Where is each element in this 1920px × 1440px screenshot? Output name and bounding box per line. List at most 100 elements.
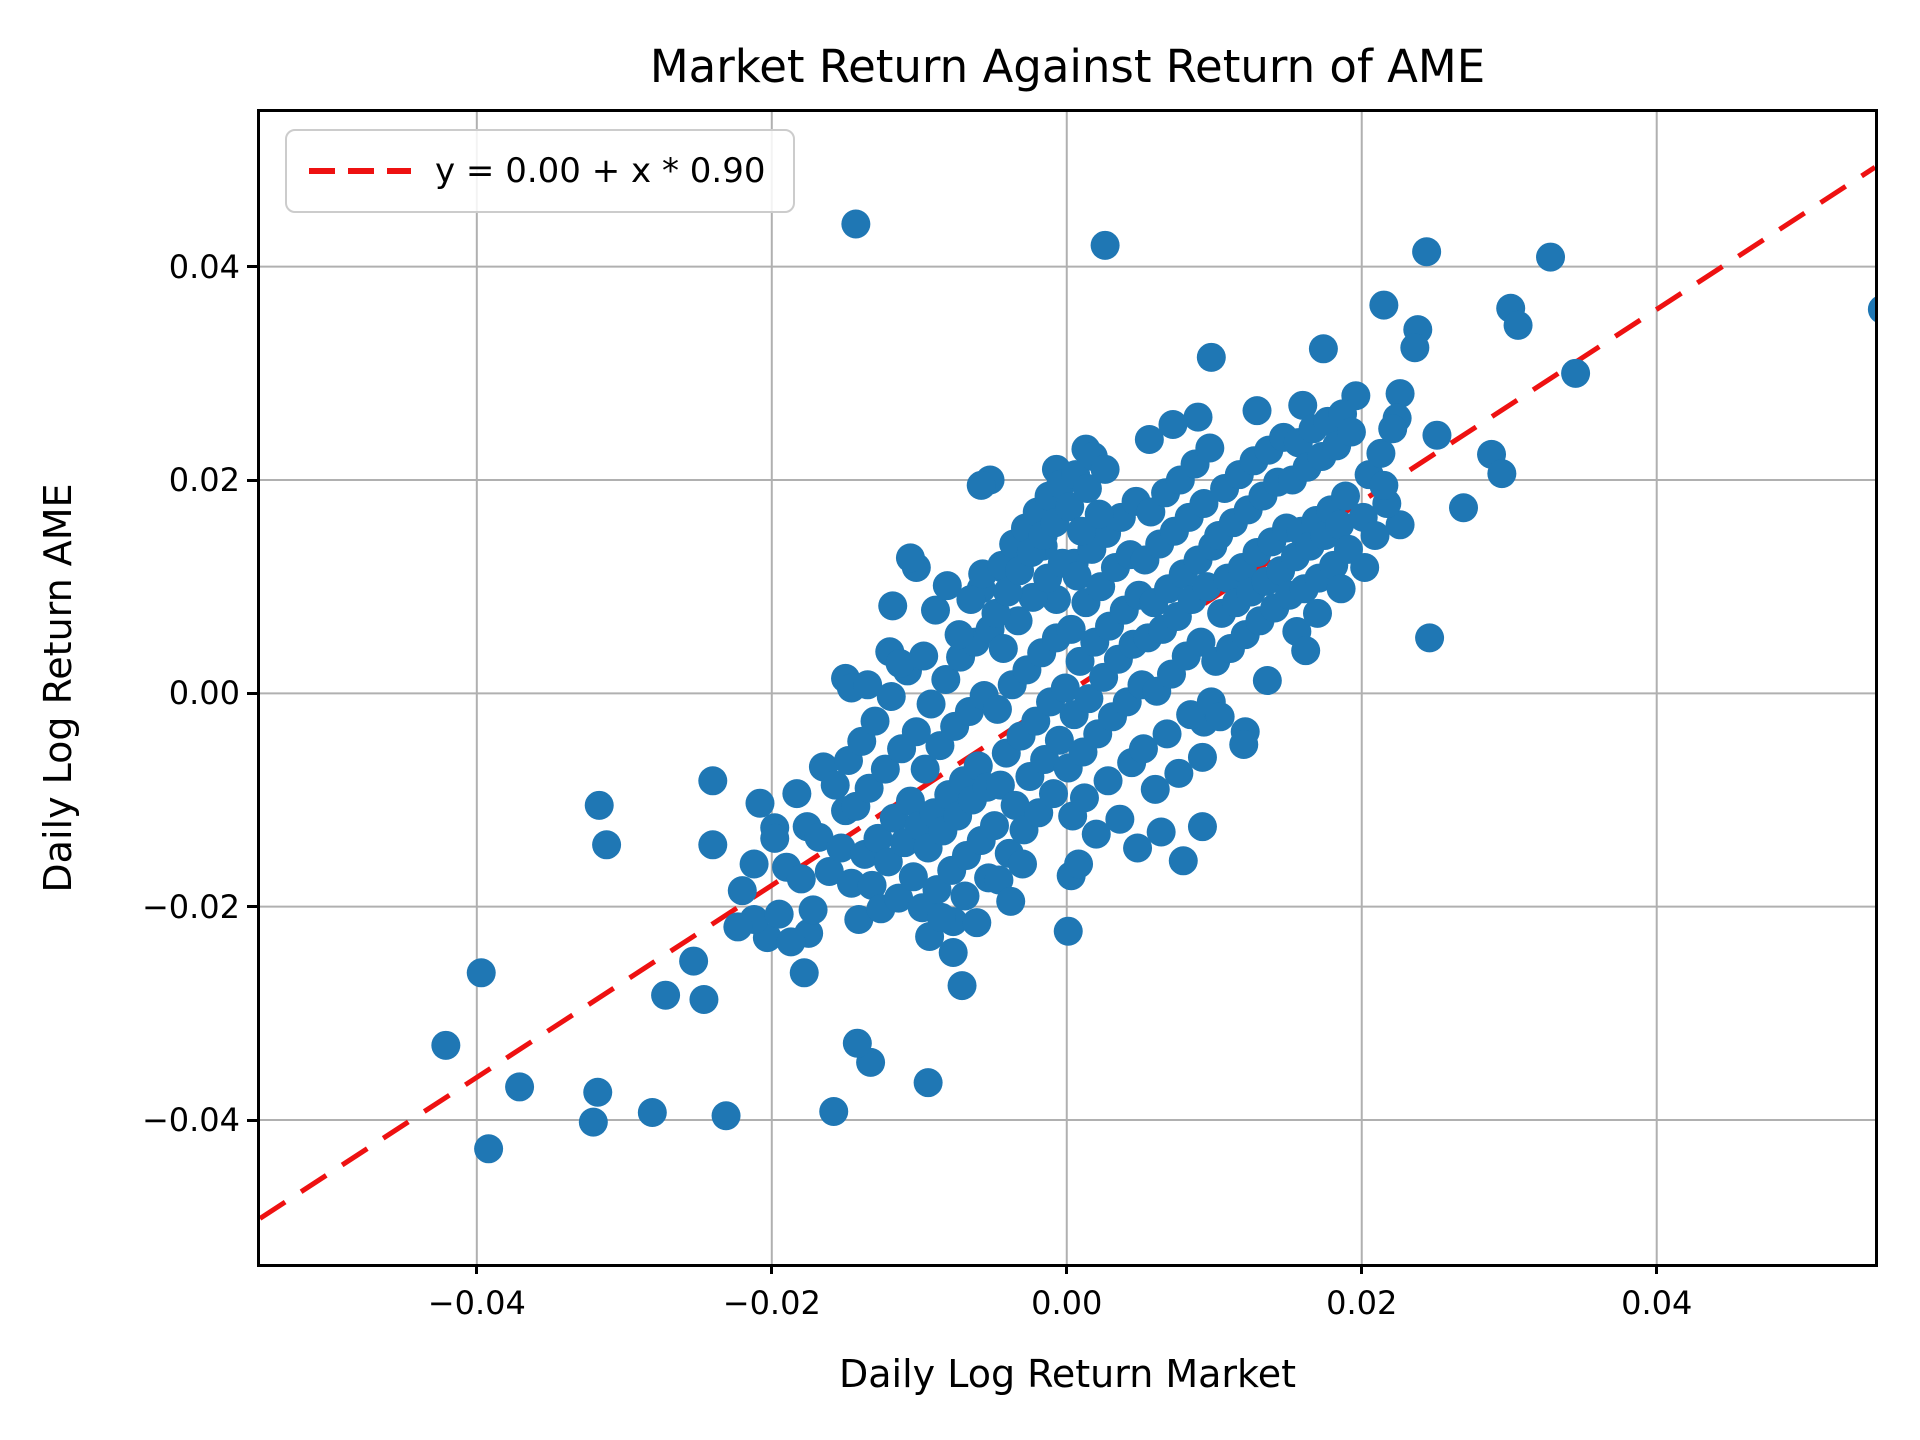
scatter-point <box>853 670 883 700</box>
scatter-point <box>1291 636 1321 666</box>
scatter-point <box>804 822 834 852</box>
scatter-point <box>1536 242 1566 272</box>
scatter-point <box>1331 481 1361 511</box>
scatter-point <box>857 870 887 900</box>
scatter-point <box>932 571 962 601</box>
scatter-point <box>982 694 1012 724</box>
scatter-point <box>782 779 812 809</box>
scatter-point <box>1183 402 1213 432</box>
y-tick-mark <box>247 478 257 482</box>
scatter-point <box>466 958 496 988</box>
scatter-point <box>962 908 992 938</box>
scatter-point <box>1081 819 1111 849</box>
y-tick-mark <box>247 265 257 269</box>
scatter-point <box>1195 433 1225 463</box>
scatter-point <box>1196 342 1226 372</box>
scatter-point <box>985 770 1015 800</box>
scatter-point <box>1050 673 1080 703</box>
y-tick-mark <box>247 905 257 909</box>
scatter-point <box>786 864 816 894</box>
chart-title: Market Return Against Return of AME <box>649 40 1486 93</box>
scatter-point <box>1378 414 1408 444</box>
legend-label: y = 0.00 + x * 0.90 <box>435 151 766 191</box>
scatter-point <box>885 648 915 678</box>
scatter-point <box>956 584 986 614</box>
scatter-point <box>764 899 794 929</box>
x-tick-mark <box>475 1264 479 1274</box>
scatter-point <box>789 958 819 988</box>
x-tick-label: 0.04 <box>1621 1284 1693 1322</box>
scatter-point <box>1003 606 1033 636</box>
scatter-point <box>1229 730 1259 760</box>
scatter-point <box>981 598 1011 628</box>
scatter-point <box>745 788 775 818</box>
scatter-point <box>1366 438 1396 468</box>
y-tick-label: −0.02 <box>141 887 240 926</box>
scatter-point <box>1400 333 1430 363</box>
scatter-point <box>1168 846 1198 876</box>
scatter-point <box>1044 725 1074 755</box>
scatter-point <box>931 664 961 694</box>
scatter-point <box>860 706 890 736</box>
scatter-point <box>910 754 940 784</box>
legend-dash-icon <box>309 168 411 174</box>
scatter-point <box>1487 459 1517 489</box>
scatter-point <box>1325 510 1355 540</box>
scatter-point <box>505 1072 535 1102</box>
scatter-point <box>909 641 939 671</box>
scatter-point <box>1064 849 1094 879</box>
scatter-point <box>578 1107 608 1137</box>
y-tick-label: 0.04 <box>168 247 240 286</box>
scatter-point <box>814 856 844 886</box>
scatter-point <box>1867 296 1875 322</box>
scatter-point <box>1187 812 1217 842</box>
scatter-point <box>1105 804 1135 834</box>
scatter-point <box>584 790 614 820</box>
scatter-point <box>873 847 903 877</box>
scatter-point <box>1350 552 1380 582</box>
scatter-point <box>947 971 977 1001</box>
scatter-point <box>1288 390 1318 420</box>
y-tick-label: 0.02 <box>168 461 240 499</box>
scatter-point <box>1074 684 1104 714</box>
scatter-point <box>1072 474 1102 504</box>
scatter-point <box>723 912 753 942</box>
scatter-point <box>760 823 790 853</box>
scatter-point <box>711 1101 741 1131</box>
scatter-point <box>679 946 709 976</box>
scatter-point <box>979 811 1009 841</box>
scatter-point <box>798 895 828 925</box>
scatter-point <box>870 754 900 784</box>
x-axis-label: Daily Log Return Market <box>839 1352 1296 1396</box>
scatter-point <box>920 595 950 625</box>
scatter-point <box>1369 290 1399 320</box>
scatter-point <box>1090 230 1120 260</box>
x-tick-mark <box>1655 1264 1659 1274</box>
scatter-point <box>842 1028 872 1058</box>
scatter-point <box>938 938 968 968</box>
scatter-point <box>1385 379 1415 409</box>
scatter-point <box>944 620 974 650</box>
scatter-point <box>592 830 622 860</box>
scatter-point <box>1053 916 1083 946</box>
scatter-point <box>926 902 956 932</box>
scatter-point <box>984 865 1014 895</box>
scatter-point <box>895 543 925 573</box>
scatter-point <box>1134 424 1164 454</box>
scatter-point <box>841 209 871 239</box>
scatter-point <box>1176 700 1206 730</box>
scatter-point <box>1069 783 1099 813</box>
x-tick-mark <box>1065 1264 1069 1274</box>
y-tick-mark <box>247 691 257 695</box>
x-tick-label: −0.02 <box>722 1284 821 1322</box>
scatter-point <box>637 1098 667 1128</box>
scatter-point <box>1503 310 1533 340</box>
scatter-point <box>651 980 681 1010</box>
scatter-point <box>826 833 856 863</box>
y-tick-label: −0.04 <box>141 1101 240 1139</box>
scatter-point <box>1326 574 1356 604</box>
scatter-point <box>583 1077 613 1107</box>
scatter-point <box>993 577 1023 607</box>
scatter-point <box>698 830 728 860</box>
